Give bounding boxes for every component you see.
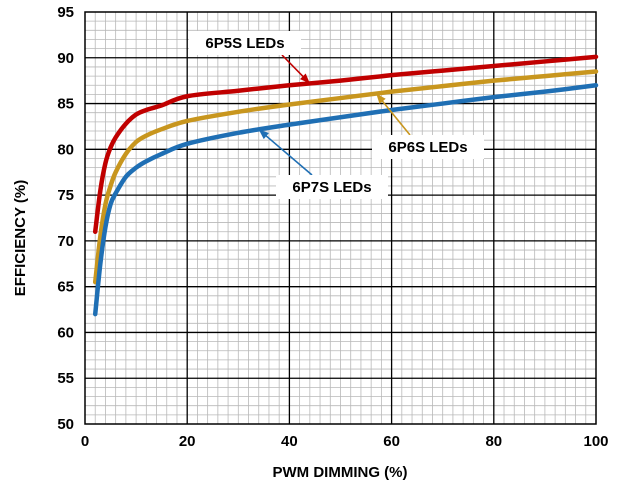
annotation-arrowhead <box>258 129 269 140</box>
series-line-2 <box>92 69 599 285</box>
x-tick-labels: 0 20 40 60 80 100 <box>81 433 609 450</box>
x-tick-label: 20 <box>179 433 196 450</box>
annotation-label: 6P7S LEDs <box>292 179 371 196</box>
x-tick-label: 40 <box>281 433 298 450</box>
minor-grid <box>85 12 596 424</box>
annotation-arrow <box>258 128 313 176</box>
y-tick-label: 80 <box>57 141 74 158</box>
annotation-label-bg <box>189 31 301 55</box>
y-tick-label: 95 <box>57 4 74 21</box>
series-line-1 <box>92 54 599 234</box>
x-tick-label: 0 <box>81 433 89 450</box>
annotation-label-bg <box>276 175 388 199</box>
series-line-3 <box>92 82 599 317</box>
y-tick-label: 90 <box>57 50 74 67</box>
y-tick-label: 55 <box>57 370 74 387</box>
y-tick-label: 75 <box>57 187 74 204</box>
plot-frame <box>84 11 597 425</box>
x-tick-label: 100 <box>583 433 608 450</box>
series-layer <box>92 54 599 317</box>
y-tick-labels: 50 55 60 65 70 75 80 85 90 95 <box>57 4 74 433</box>
x-axis-title: PWM DIMMING (%) <box>273 464 408 481</box>
y-tick-label: 60 <box>57 324 74 341</box>
y-tick-label: 65 <box>57 279 74 296</box>
annotation-label: 6P5S LEDs <box>205 35 284 52</box>
series-annotations: 6P5S LEDs 6P6S LEDs 6P7S LEDs <box>189 31 484 199</box>
annotation-label: 6P6S LEDs <box>388 139 467 156</box>
x-tick-label: 60 <box>383 433 400 450</box>
annotation-arrowhead <box>376 93 386 104</box>
y-tick-label: 85 <box>57 96 74 113</box>
annotation-arrowhead <box>299 73 310 84</box>
y-tick-label: 50 <box>57 416 74 433</box>
y-axis-title: EFFICIENCY (%) <box>12 180 29 296</box>
x-tick-label: 80 <box>485 433 502 450</box>
y-tick-label: 70 <box>57 233 74 250</box>
annotation-label-bg <box>372 135 484 159</box>
